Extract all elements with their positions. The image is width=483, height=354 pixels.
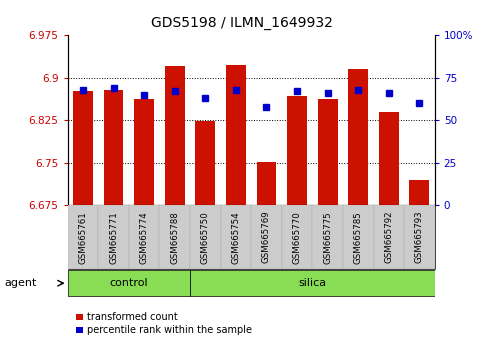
Bar — [190, 270, 435, 296]
Bar — [373, 205, 404, 269]
Bar — [256, 162, 276, 205]
Bar — [195, 121, 215, 205]
Bar — [165, 66, 185, 205]
Bar — [343, 205, 373, 269]
Text: GSM665775: GSM665775 — [323, 211, 332, 264]
Bar — [287, 96, 307, 205]
Text: GSM665788: GSM665788 — [170, 211, 179, 264]
Bar — [404, 205, 435, 269]
Bar — [190, 205, 221, 269]
Text: GDS5198 / ILMN_1649932: GDS5198 / ILMN_1649932 — [151, 16, 332, 30]
Text: GSM665769: GSM665769 — [262, 211, 271, 263]
Text: silica: silica — [298, 278, 327, 288]
Bar — [98, 205, 129, 269]
Text: GSM665761: GSM665761 — [78, 211, 87, 264]
Bar — [251, 205, 282, 269]
Text: GSM665750: GSM665750 — [201, 211, 210, 264]
Bar — [282, 205, 313, 269]
Bar — [348, 69, 368, 205]
Bar — [318, 99, 338, 205]
Text: GSM665771: GSM665771 — [109, 211, 118, 264]
Text: GSM665770: GSM665770 — [293, 211, 301, 264]
Bar — [313, 205, 343, 269]
Bar — [68, 270, 190, 296]
Text: GSM665793: GSM665793 — [415, 211, 424, 263]
Bar — [129, 205, 159, 269]
Bar — [410, 180, 429, 205]
Bar — [68, 205, 98, 269]
Text: GSM665792: GSM665792 — [384, 211, 393, 263]
Bar — [134, 99, 154, 205]
Bar — [159, 205, 190, 269]
Text: GSM665774: GSM665774 — [140, 211, 149, 264]
Text: GSM665785: GSM665785 — [354, 211, 363, 264]
Bar — [226, 65, 246, 205]
Text: control: control — [110, 278, 148, 288]
Bar — [379, 112, 399, 205]
Legend: transformed count, percentile rank within the sample: transformed count, percentile rank withi… — [72, 309, 256, 339]
Bar — [73, 91, 93, 205]
Bar — [103, 90, 124, 205]
Text: agent: agent — [5, 278, 37, 288]
Bar — [221, 205, 251, 269]
Text: GSM665754: GSM665754 — [231, 211, 241, 264]
